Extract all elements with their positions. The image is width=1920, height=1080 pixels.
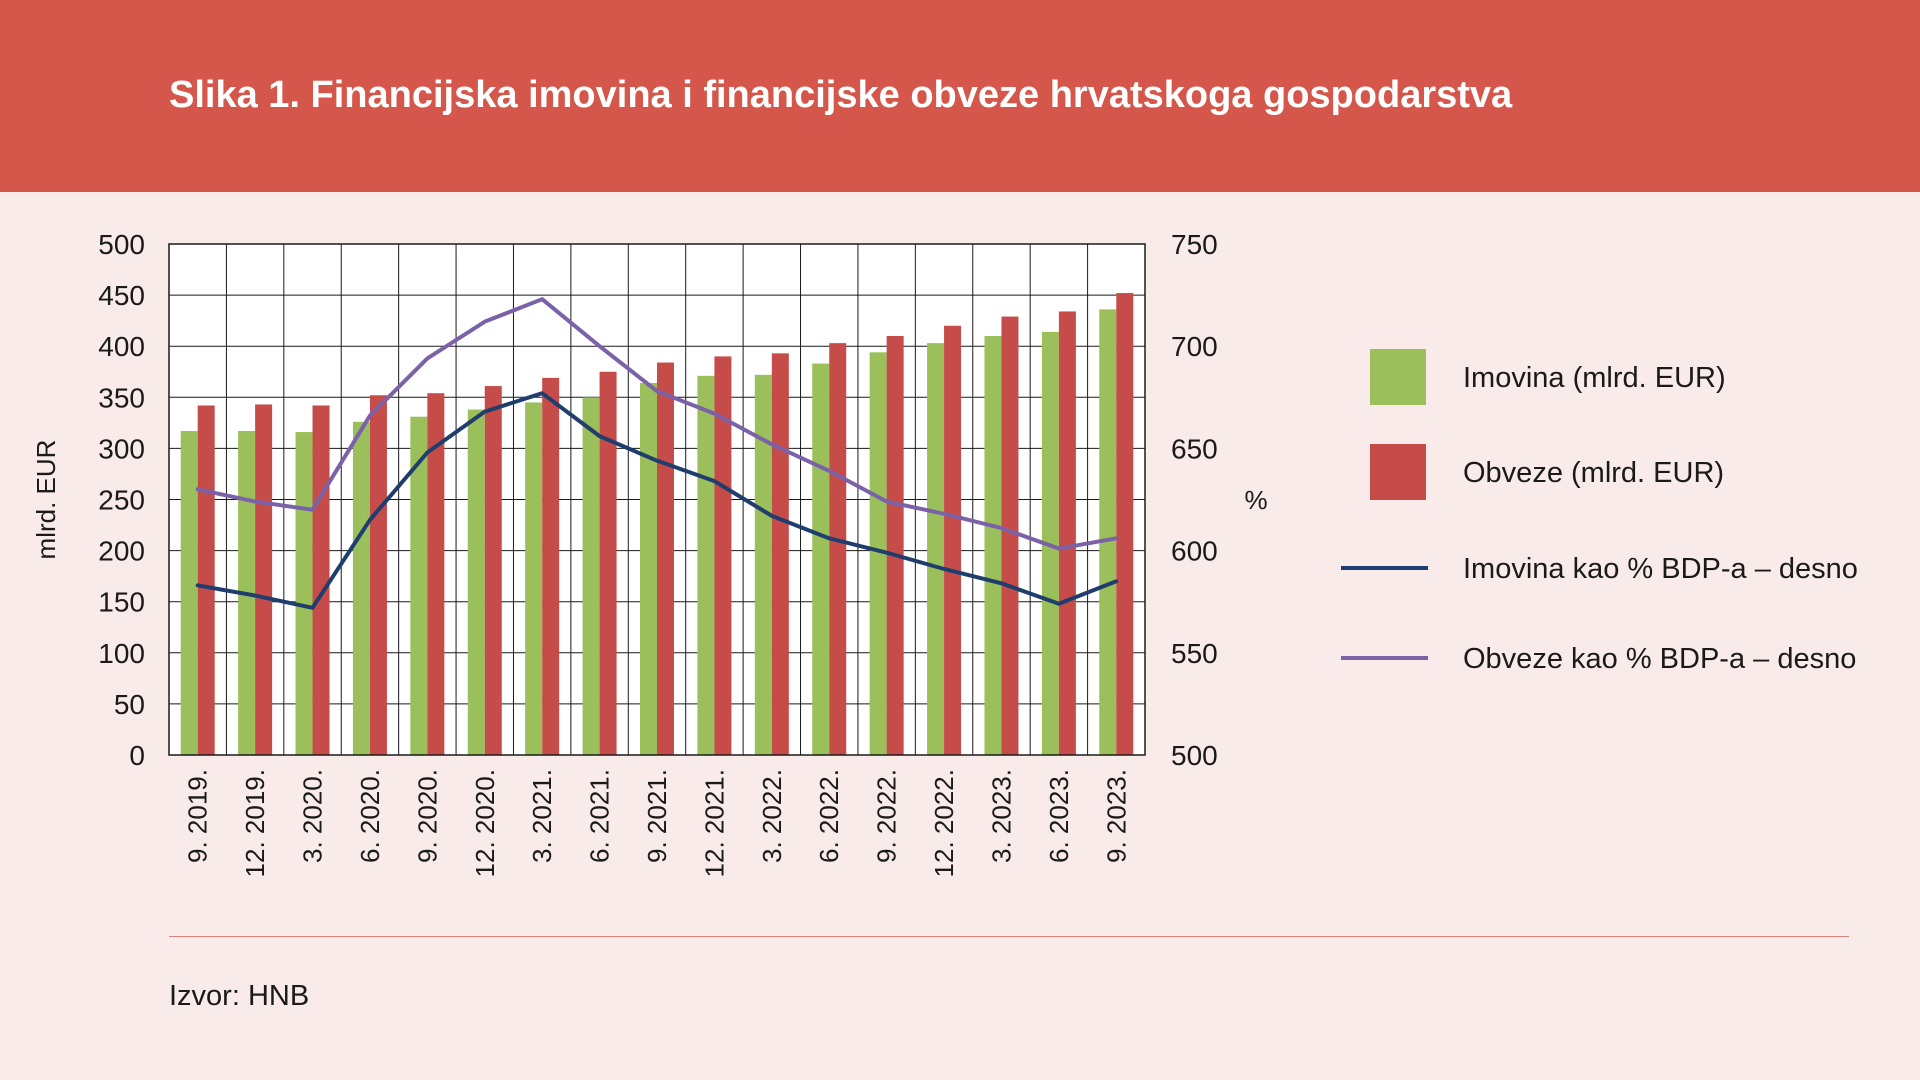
y-tick-label: 450 [98,280,145,311]
y2-tick-label: 500 [1171,740,1218,771]
legend-swatch [1370,444,1426,500]
y2-axis-label: % [1244,485,1267,515]
y-tick-label: 350 [98,382,145,413]
x-tick-label: 6. 2020. [355,769,385,863]
y-tick-label: 400 [98,331,145,362]
chart-area: 0 50 100 150 200 250 300 350 400 450 500 500 550 600 6… [31,229,1858,877]
legend-item: Obveze (mlrd. EUR) [1370,444,1724,500]
x-tick-label: 6. 2023. [1044,769,1074,863]
footer-divider [169,936,1849,937]
bar-obveze [944,325,962,755]
bar-obveze [886,335,904,755]
bar-imovina [525,402,543,755]
bar-obveze [657,362,674,755]
bar-obveze [542,377,560,755]
bar-obveze [1058,311,1076,755]
x-tick-label: 9. 2020. [412,769,442,863]
x-tick-label: 12. 2019. [240,769,270,877]
legend-label: Imovina kao % BDP-a – desno [1463,553,1858,585]
legend-item: Imovina (mlrd. EUR) [1370,349,1726,405]
bar-imovina [640,382,657,755]
y2-tick-label: 600 [1171,536,1218,567]
header-banner: Slika 1. Financijska imovina i financijs… [0,0,1920,192]
legend-item: Imovina kao % BDP-a – desno [1341,553,1858,585]
legend-label: Obveze (mlrd. EUR) [1463,457,1724,489]
bar-obveze [1001,316,1019,755]
y2-tick-label: 750 [1171,229,1218,260]
source-note: Izvor: HNB [169,980,310,1012]
bar-obveze [255,404,273,755]
bar-obveze [599,371,617,755]
y-axis-label: mlrd. EUR [31,440,61,560]
bar-imovina [812,363,830,755]
y-tick-label: 50 [114,689,145,720]
x-tick-label: 12. 2021. [699,769,729,877]
x-tick-label: 9. 2019. [183,769,213,863]
x-tick-label: 3. 2022. [757,769,787,863]
bar-imovina [754,374,772,755]
bar-imovina [697,375,715,755]
bar-imovina [1099,309,1117,755]
x-tick-label: 6. 2021. [585,769,615,863]
bar-obveze [714,356,732,755]
bar-imovina [295,432,313,755]
bar-obveze [369,395,387,755]
bar-imovina [467,409,485,755]
bar-imovina [984,335,1002,755]
x-tick-label: 6. 2022. [814,769,844,863]
bar-imovina [410,416,428,755]
bar-imovina [869,352,887,755]
x-tick-label: 3. 2023. [986,769,1016,863]
legend-label: Obveze kao % BDP-a – desno [1463,643,1856,675]
x-tick-label: 12. 2022. [929,769,959,877]
x-tick-label: 12. 2020. [470,769,500,877]
legend-label: Imovina (mlrd. EUR) [1463,362,1726,394]
y2-tick-label: 650 [1171,433,1218,464]
plot-border [168,243,1146,756]
y-tick-label: 500 [98,229,145,260]
bar-obveze [197,405,215,755]
x-tick-label: 9. 2022. [872,769,902,863]
bar-imovina [582,397,600,755]
y-tick-label: 150 [98,587,145,618]
y-tick-label: 300 [98,433,145,464]
bar-imovina [927,343,945,755]
y2-tick-label: 550 [1171,638,1218,669]
x-tick-label: 3. 2020. [298,769,328,863]
bar-obveze [1116,293,1134,755]
chart-title: Slika 1. Financijska imovina i financijs… [169,74,1513,116]
bar-obveze [427,393,445,755]
bar-obveze [771,353,789,755]
legend-item: Obveze kao % BDP-a – desno [1341,643,1856,675]
y-tick-label: 200 [98,536,145,567]
legend-swatch [1370,349,1426,405]
y-tick-label: 0 [129,740,145,771]
bar-obveze [312,405,330,755]
bar-imovina [180,431,198,755]
bar-obveze [829,343,847,755]
y-tick-label: 100 [98,638,145,669]
x-tick-label: 9. 2021. [642,769,672,863]
bar-obveze [484,386,502,755]
x-tick-label: 3. 2021. [527,769,557,863]
y-tick-label: 250 [98,485,145,516]
x-tick-label: 9. 2023. [1101,769,1131,863]
y2-tick-label: 700 [1171,331,1218,362]
bar-imovina [352,421,370,755]
